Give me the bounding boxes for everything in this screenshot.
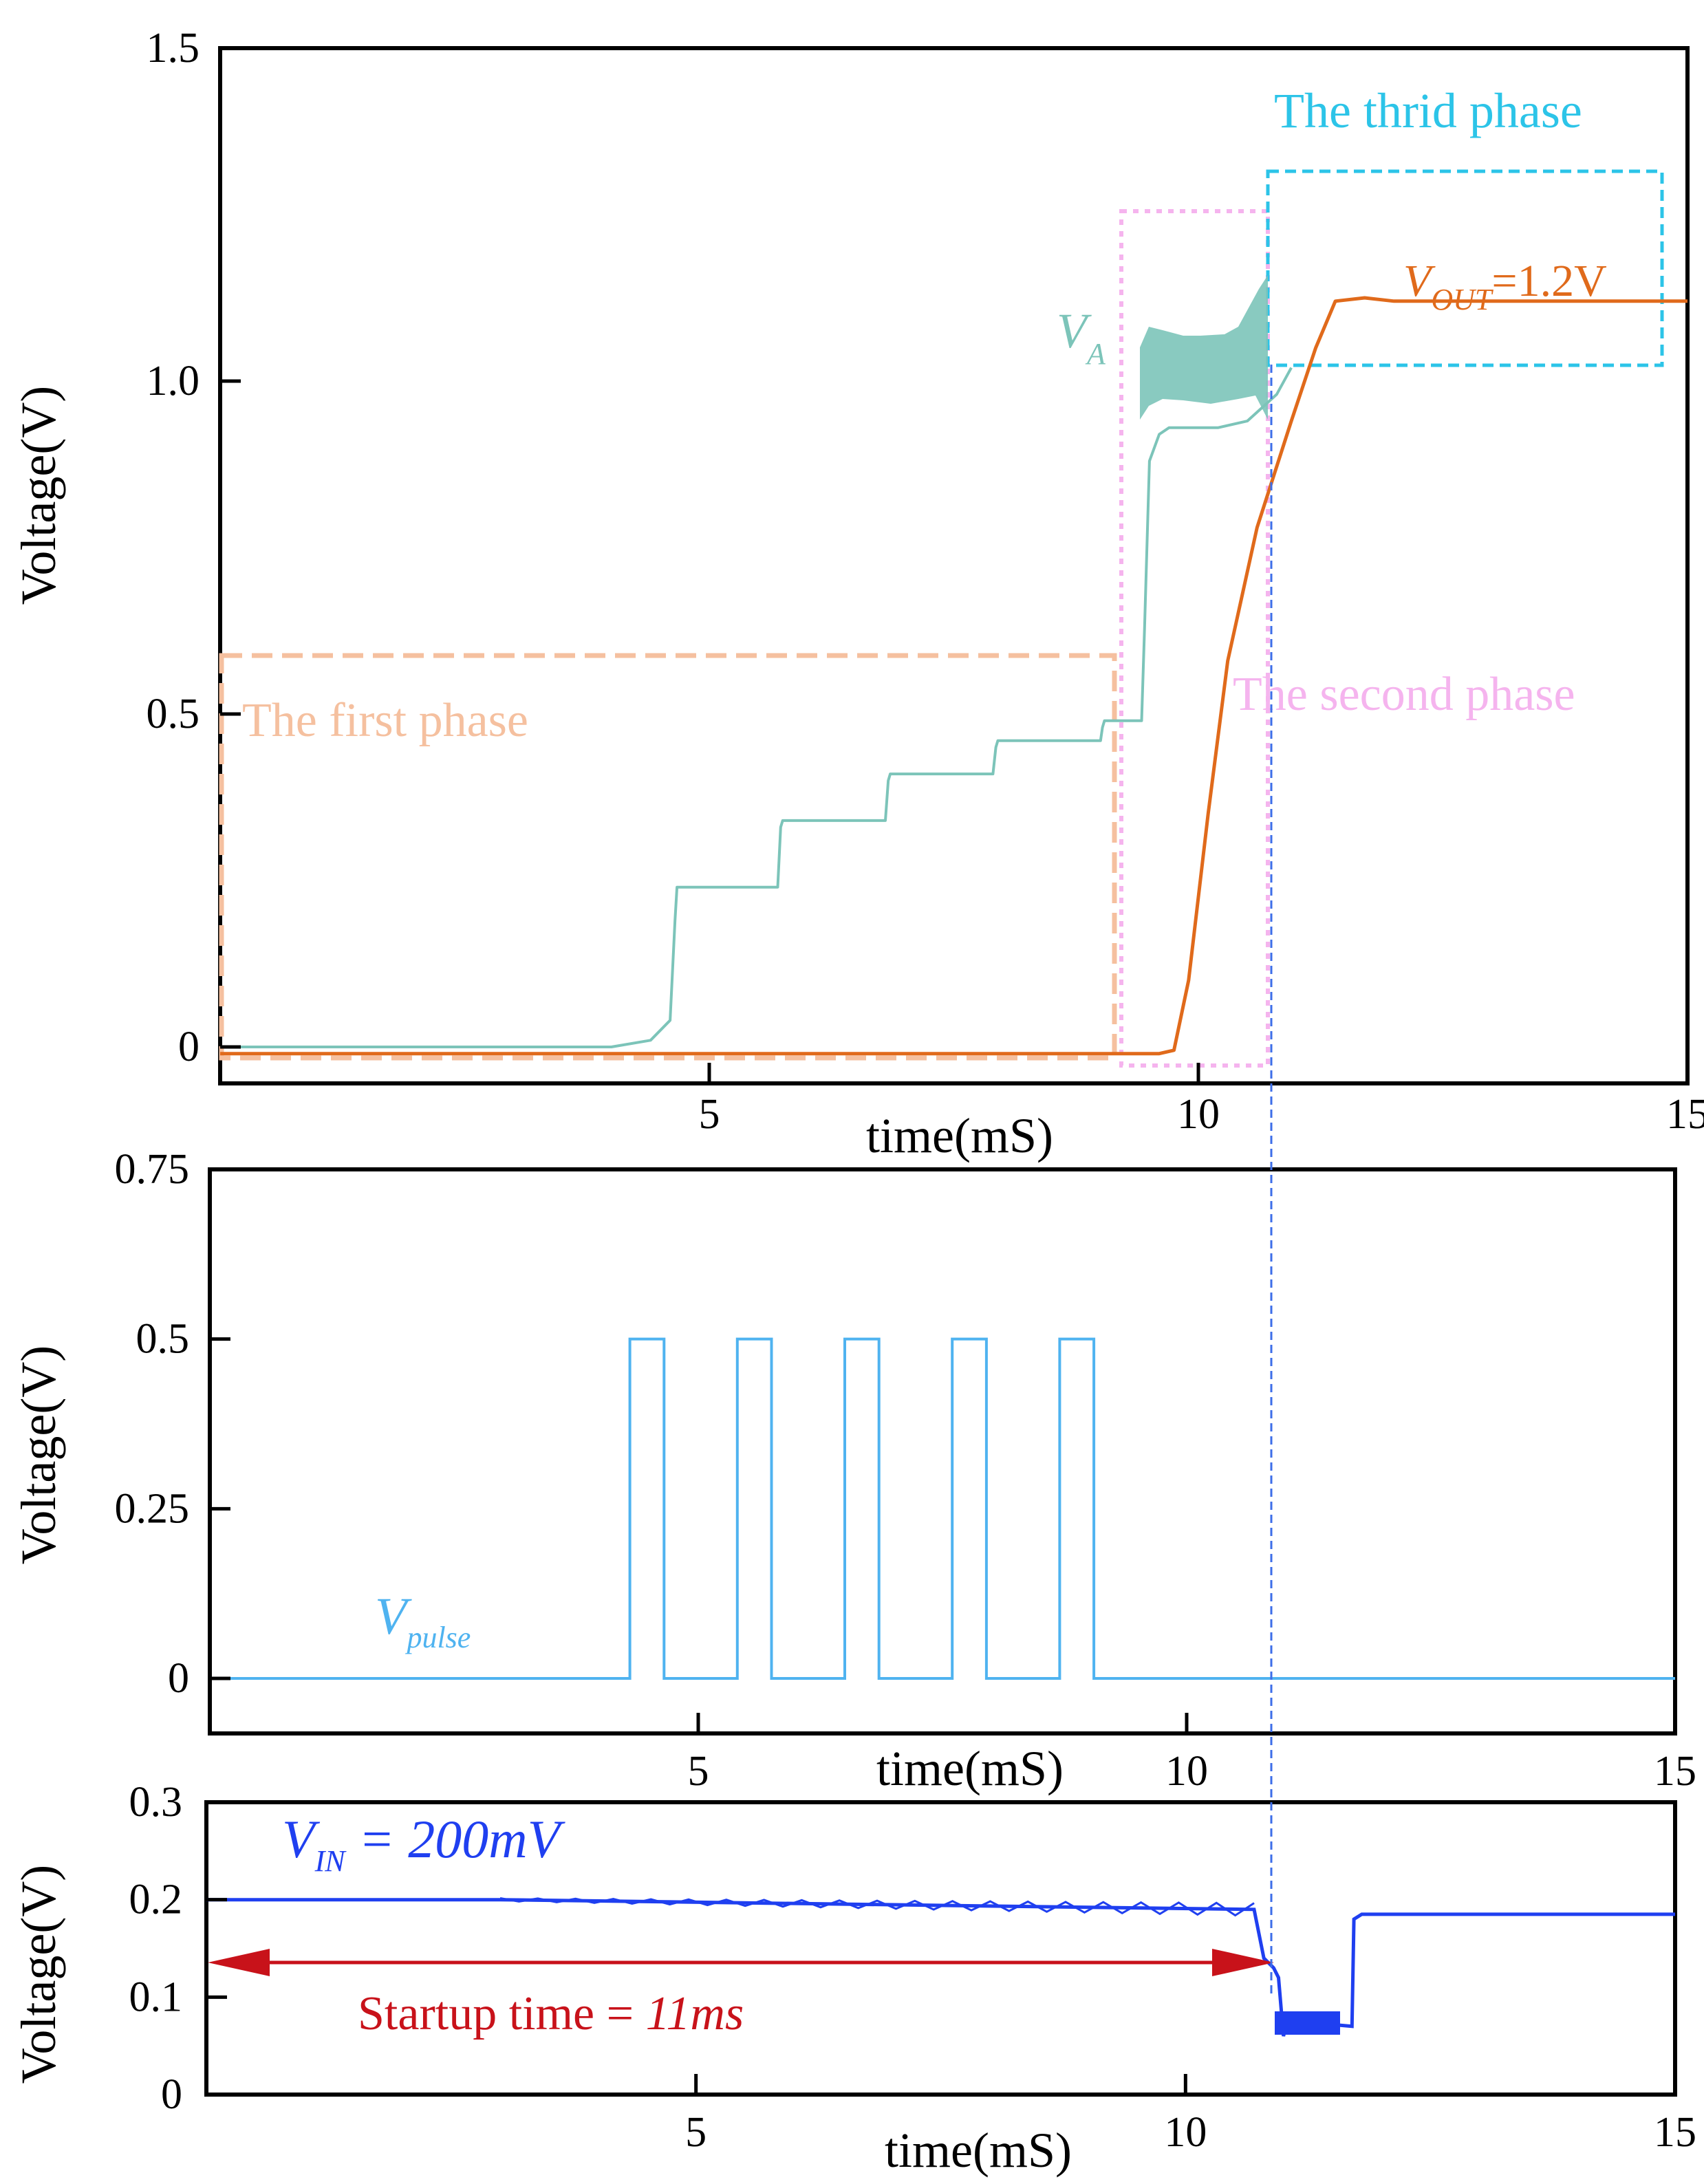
middle-x-tick-label: 15 [1654,1748,1696,1795]
middle-y-tick-label: 0.25 [115,1485,190,1532]
startup-time-label: Startup time = 11ms [358,1987,744,2040]
startup-arrow-left-head [208,1949,270,1976]
startup-text: Startup time = [358,1987,646,2040]
first-phase-label: The first phase [242,694,528,747]
vout-letter: V [1403,256,1436,306]
bottom-y-tick-label: 0 [161,2071,182,2118]
vin-letter: V [282,1809,321,1869]
middle-y-tick-label: 0.75 [115,1146,190,1193]
vout-value: =1.2V [1491,256,1606,306]
startup-value: 11ms [646,1987,744,2040]
va-series-line [220,367,1293,1048]
va-letter: V [1057,303,1092,358]
va-ripple-band [1140,275,1268,420]
vpulse-letter: V [375,1588,412,1645]
middle-x-tick-label: 10 [1165,1748,1208,1795]
middle-plot-frame [208,1167,1677,1736]
vpulse-series-line [213,1337,1675,1680]
vout-subscript: OUT [1431,283,1494,316]
bottom-x-tick-label: 15 [1654,2109,1696,2156]
startup-arrow-right-head [1212,1949,1274,1976]
vin-ripple-band [1275,2011,1340,2035]
va-subscript: A [1085,337,1106,371]
top-plot-frame [218,46,1690,1085]
middle-y-tick-label: 0.5 [136,1316,190,1363]
top-panel: 0 0.5 1.0 1.5 5 10 15 Voltage(V) time(mS) The … [11,25,1704,1163]
middle-y-tick-label: 0 [168,1655,189,1702]
top-x-tick-label: 10 [1177,1091,1220,1138]
top-y-axis-title: Voltage(V) [11,386,66,605]
top-y-tick-label: 0.5 [147,691,200,737]
middle-x-axis-title: time(mS) [876,1741,1064,1796]
top-axis-ticks: 0 0.5 1.0 1.5 5 10 15 [147,25,1704,1138]
second-phase-label: The second phase [1233,668,1575,721]
top-x-tick-label: 5 [699,1091,720,1138]
vin-legend-label: VIN = 200mV [282,1809,566,1878]
vout-series-line [220,296,1687,1056]
vin-value: = 200mV [345,1809,566,1869]
vin-series-line [206,1898,1675,2037]
middle-axis-ticks: 0 0.25 0.5 0.75 5 10 15 [115,1146,1697,1795]
middle-panel: 0 0.25 0.5 0.75 5 10 15 Voltage(V) time(mS) Vp… [11,1146,1696,1796]
va-legend-label: VA [1057,303,1106,371]
top-y-tick-label: 0 [178,1024,199,1070]
bottom-x-axis-title: time(mS) [885,2123,1072,2178]
bottom-y-tick-label: 0.3 [129,1779,183,1826]
bottom-y-axis-title: Voltage(V) [11,1865,66,2084]
second-phase-box [1119,209,1270,1068]
bottom-x-tick-label: 10 [1164,2109,1207,2156]
top-x-axis-title: time(mS) [866,1108,1053,1163]
vout-legend-label: VOUT=1.2V [1403,256,1607,316]
bottom-x-tick-label: 5 [685,2109,707,2156]
middle-y-axis-title: Voltage(V) [11,1345,66,1565]
third-phase-label: The thrid phase [1274,83,1582,138]
bottom-panel: 0 0.1 0.2 0.3 5 10 15 Voltage(V) time(mS) VIN … [11,1779,1696,2178]
third-phase-box [1266,169,1664,367]
vpulse-subscript: pulse [405,1621,471,1654]
vpulse-legend-label: Vpulse [375,1588,471,1654]
middle-x-tick-label: 5 [688,1748,709,1795]
vin-subscript: IN [314,1844,347,1878]
first-phase-box [219,653,1117,1061]
top-y-tick-label: 1.0 [147,358,200,404]
top-x-tick-label: 15 [1666,1091,1704,1138]
bottom-plot-frame [204,1800,1677,2097]
bottom-y-tick-label: 0.1 [129,1974,183,2020]
top-y-tick-label: 1.5 [147,25,200,72]
bottom-y-tick-label: 0.2 [129,1877,183,1923]
bottom-axis-ticks: 0 0.1 0.2 0.3 5 10 15 [129,1779,1697,2156]
